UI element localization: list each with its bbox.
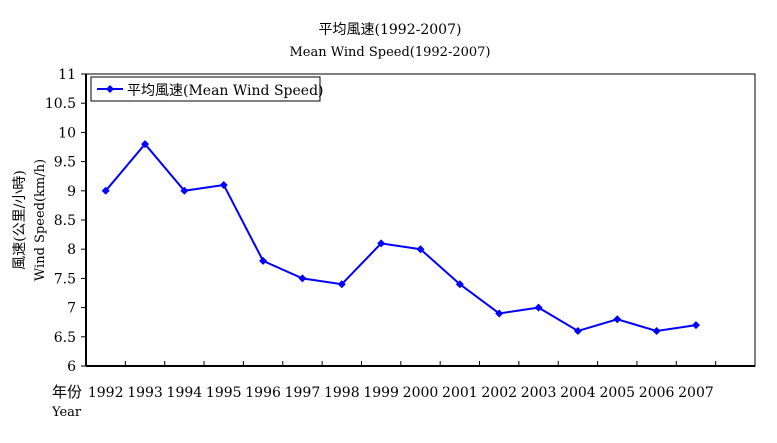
series-line xyxy=(104,142,697,333)
y-tick-label: 6 xyxy=(67,359,76,375)
x-tick-label: 1996 xyxy=(245,385,281,401)
data-point xyxy=(573,326,582,335)
y-tick-label: 8 xyxy=(67,242,76,258)
x-tick-label: 2000 xyxy=(403,385,439,401)
y-tick-label: 10.5 xyxy=(45,96,76,112)
data-point xyxy=(534,303,543,312)
plot-area xyxy=(85,73,756,367)
y-tick-label: 9 xyxy=(67,184,76,200)
legend-label: 平均風速(Mean Wind Speed) xyxy=(127,83,324,99)
x-tick-label: 1997 xyxy=(285,385,321,401)
x-axis-label-en: Year xyxy=(51,405,82,420)
y-tick-label: 9.5 xyxy=(54,155,76,171)
data-point xyxy=(101,186,110,195)
legend-box xyxy=(90,76,321,102)
data-point xyxy=(455,280,464,289)
data-point xyxy=(298,274,307,283)
x-tick-label: 1992 xyxy=(88,385,124,401)
x-tick-label: 2005 xyxy=(599,385,635,401)
x-tick-label: 2007 xyxy=(678,385,714,401)
data-point xyxy=(691,321,700,330)
y-tick-label: 7.5 xyxy=(54,271,76,287)
legend: 平均風速(Mean Wind Speed) xyxy=(90,76,324,102)
data-point xyxy=(377,239,386,248)
x-axis-label-zh: 年份 xyxy=(52,383,82,401)
data-point xyxy=(613,315,622,324)
y-tick-label: 6.5 xyxy=(54,330,76,346)
y-tick-label: 10 xyxy=(58,125,76,141)
x-tick-label: 1993 xyxy=(127,385,163,401)
x-tick-label: 1999 xyxy=(363,385,399,401)
data-point xyxy=(337,280,346,289)
data-point xyxy=(652,326,661,335)
y-axis-label-zh: 風速(公里/小時) xyxy=(12,170,28,270)
x-tick-label: 2002 xyxy=(481,385,517,401)
data-point xyxy=(141,140,150,149)
x-tick-label: 2001 xyxy=(442,385,478,401)
data-point xyxy=(219,180,228,189)
data-point xyxy=(495,309,504,318)
legend-marker xyxy=(106,85,114,93)
y-tick-label: 7 xyxy=(67,301,76,317)
data-point xyxy=(180,186,189,195)
x-tick-label: 1994 xyxy=(167,385,203,401)
x-tick-label: 2003 xyxy=(521,385,557,401)
x-tick-label: 1998 xyxy=(324,385,360,401)
data-point xyxy=(259,256,268,265)
x-tick-label: 2006 xyxy=(639,385,675,401)
chart-subtitle: Mean Wind Speed(1992-2007) xyxy=(289,45,490,60)
data-point xyxy=(416,245,425,254)
y-tick-label: 11 xyxy=(58,67,76,83)
x-tick-label: 2004 xyxy=(560,385,596,401)
y-tick-label: 8.5 xyxy=(54,213,76,229)
chart-title: 平均風速(1992-2007) xyxy=(319,22,462,38)
y-axis-label-en: Wind Speed(km/h) xyxy=(33,159,48,281)
x-tick-label: 1995 xyxy=(206,385,242,401)
